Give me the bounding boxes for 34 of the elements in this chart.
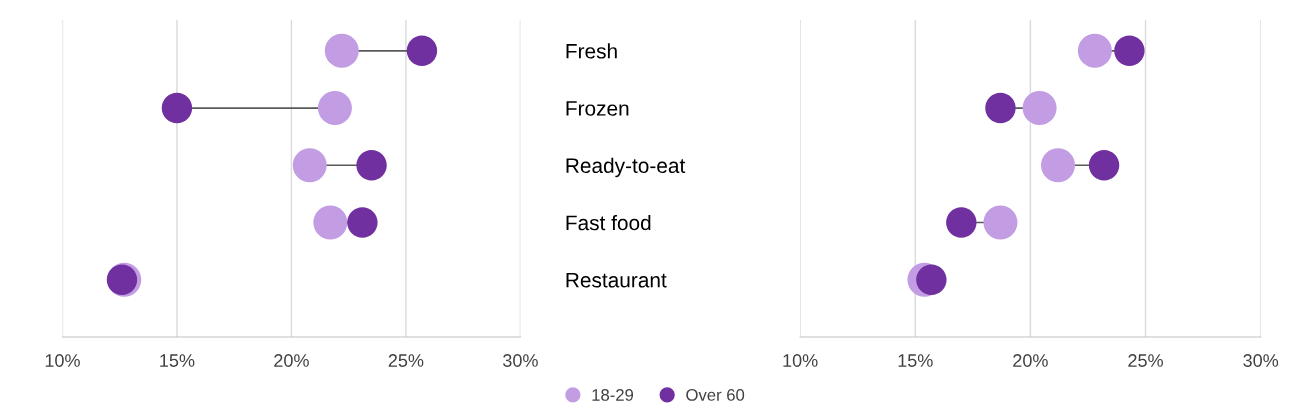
point <box>347 207 378 238</box>
point <box>356 150 387 181</box>
point <box>1022 91 1057 126</box>
point <box>946 207 977 238</box>
point <box>1041 148 1076 183</box>
x-tick-label: 30% <box>1243 354 1279 367</box>
point <box>313 205 348 240</box>
x-tick-label: 30% <box>503 354 538 367</box>
legend-label: 18-29 <box>592 389 634 401</box>
x-tick-label: 20% <box>274 354 309 367</box>
point <box>324 33 359 68</box>
point <box>292 148 327 183</box>
y-tick-label: Fast food <box>566 214 651 231</box>
y-tick-label: Fresh <box>566 43 617 59</box>
x-tick-label: 10% <box>783 354 818 367</box>
point <box>406 35 438 67</box>
point <box>983 205 1018 240</box>
point <box>1114 35 1145 67</box>
x-tick-label: 25% <box>1128 354 1163 367</box>
legend-label: Over 60 <box>686 389 745 401</box>
x-tick-label: 25% <box>388 354 424 367</box>
x-tick-label: 20% <box>1013 354 1048 367</box>
point <box>985 92 1016 124</box>
y-tick-label: Restaurant <box>566 272 667 288</box>
x-tick-label: 15% <box>160 354 195 367</box>
point <box>161 92 193 124</box>
point <box>916 264 947 295</box>
y-tick-label: Frozen <box>566 101 629 116</box>
point <box>317 91 352 126</box>
x-tick-label: 10% <box>45 354 80 367</box>
y-tick-label: Ready-to-eat <box>566 157 686 178</box>
x-tick-label: 15% <box>898 354 933 367</box>
point <box>1077 33 1112 68</box>
point <box>1088 150 1120 181</box>
